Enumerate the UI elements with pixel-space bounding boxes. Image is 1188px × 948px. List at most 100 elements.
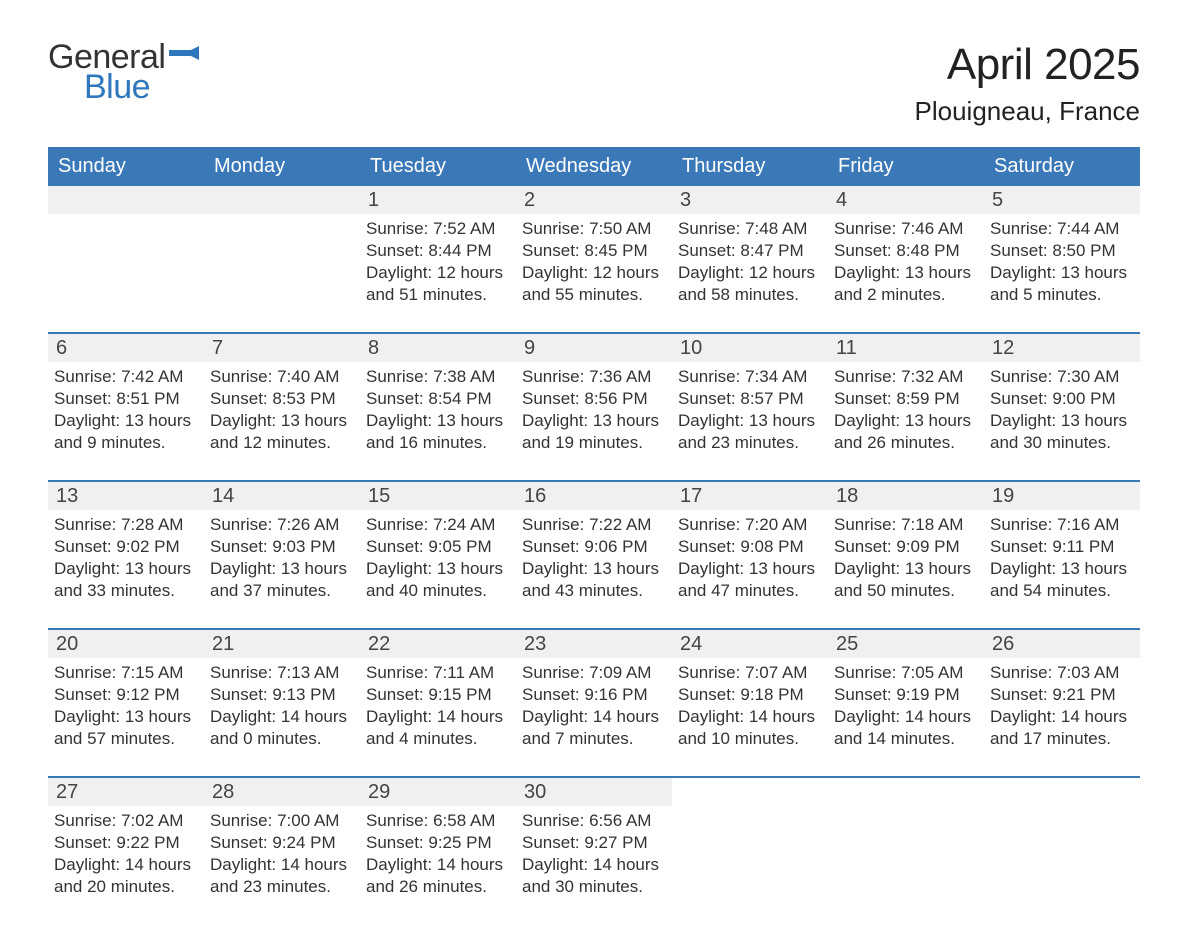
day-number: 26 — [984, 630, 1140, 658]
day-number: 15 — [360, 482, 516, 510]
day-number: 30 — [516, 778, 672, 806]
day-number: 7 — [204, 334, 360, 362]
day-number: 10 — [672, 334, 828, 362]
day-info: Sunrise: 7:20 AMSunset: 9:08 PMDaylight:… — [678, 514, 822, 602]
daylight-line: Daylight: 13 hours and 9 minutes. — [54, 410, 198, 454]
day-info: Sunrise: 7:26 AMSunset: 9:03 PMDaylight:… — [210, 514, 354, 602]
sunset-line: Sunset: 9:16 PM — [522, 684, 666, 706]
sunrise-line: Sunrise: 7:40 AM — [210, 366, 354, 388]
day-header-tuesday: Tuesday — [360, 147, 516, 186]
sunset-line: Sunset: 9:15 PM — [366, 684, 510, 706]
sunset-line: Sunset: 9:24 PM — [210, 832, 354, 854]
day-info: Sunrise: 7:15 AMSunset: 9:12 PMDaylight:… — [54, 662, 198, 750]
day-info: Sunrise: 7:18 AMSunset: 9:09 PMDaylight:… — [834, 514, 978, 602]
daylight-line: Daylight: 13 hours and 23 minutes. — [678, 410, 822, 454]
calendar: SundayMondayTuesdayWednesdayThursdayFrid… — [48, 147, 1140, 908]
calendar-day-19: 19Sunrise: 7:16 AMSunset: 9:11 PMDayligh… — [984, 482, 1140, 612]
sunrise-line: Sunrise: 7:20 AM — [678, 514, 822, 536]
daylight-line: Daylight: 14 hours and 4 minutes. — [366, 706, 510, 750]
sunrise-line: Sunrise: 7:44 AM — [990, 218, 1134, 240]
sunset-line: Sunset: 8:50 PM — [990, 240, 1134, 262]
day-info: Sunrise: 7:50 AMSunset: 8:45 PMDaylight:… — [522, 218, 666, 306]
sunset-line: Sunset: 9:02 PM — [54, 536, 198, 558]
sunset-line: Sunset: 9:21 PM — [990, 684, 1134, 706]
sunrise-line: Sunrise: 7:34 AM — [678, 366, 822, 388]
daylight-line: Daylight: 13 hours and 37 minutes. — [210, 558, 354, 602]
calendar-day-21: 21Sunrise: 7:13 AMSunset: 9:13 PMDayligh… — [204, 630, 360, 760]
day-info: Sunrise: 6:58 AMSunset: 9:25 PMDaylight:… — [366, 810, 510, 898]
sunrise-line: Sunrise: 7:52 AM — [366, 218, 510, 240]
sunrise-line: Sunrise: 7:28 AM — [54, 514, 198, 536]
day-number: 9 — [516, 334, 672, 362]
sunset-line: Sunset: 9:00 PM — [990, 388, 1134, 410]
sunset-line: Sunset: 9:09 PM — [834, 536, 978, 558]
daylight-line: Daylight: 13 hours and 5 minutes. — [990, 262, 1134, 306]
day-info: Sunrise: 7:05 AMSunset: 9:19 PMDaylight:… — [834, 662, 978, 750]
day-info: Sunrise: 7:52 AMSunset: 8:44 PMDaylight:… — [366, 218, 510, 306]
day-info: Sunrise: 7:46 AMSunset: 8:48 PMDaylight:… — [834, 218, 978, 306]
daylight-line: Daylight: 14 hours and 14 minutes. — [834, 706, 978, 750]
day-number: 16 — [516, 482, 672, 510]
day-info: Sunrise: 7:30 AMSunset: 9:00 PMDaylight:… — [990, 366, 1134, 454]
sunset-line: Sunset: 8:57 PM — [678, 388, 822, 410]
sunrise-line: Sunrise: 7:15 AM — [54, 662, 198, 684]
calendar-day-20: 20Sunrise: 7:15 AMSunset: 9:12 PMDayligh… — [48, 630, 204, 760]
day-number: 3 — [672, 186, 828, 214]
calendar-day-empty — [204, 186, 360, 316]
calendar-day-13: 13Sunrise: 7:28 AMSunset: 9:02 PMDayligh… — [48, 482, 204, 612]
day-number: 23 — [516, 630, 672, 658]
sunset-line: Sunset: 9:03 PM — [210, 536, 354, 558]
calendar-day-empty — [48, 186, 204, 316]
day-of-week-header-row: SundayMondayTuesdayWednesdayThursdayFrid… — [48, 147, 1140, 186]
flag-icon — [169, 46, 203, 72]
day-info: Sunrise: 7:24 AMSunset: 9:05 PMDaylight:… — [366, 514, 510, 602]
sunset-line: Sunset: 8:44 PM — [366, 240, 510, 262]
calendar-day-29: 29Sunrise: 6:58 AMSunset: 9:25 PMDayligh… — [360, 778, 516, 908]
sunset-line: Sunset: 9:08 PM — [678, 536, 822, 558]
day-info: Sunrise: 6:56 AMSunset: 9:27 PMDaylight:… — [522, 810, 666, 898]
sunrise-line: Sunrise: 7:11 AM — [366, 662, 510, 684]
sunrise-line: Sunrise: 7:46 AM — [834, 218, 978, 240]
calendar-day-16: 16 Sunrise: 7:22 AMSunset: 9:06 PMDayligh… — [516, 482, 672, 612]
week-row: 1Sunrise: 7:52 AMSunset: 8:44 PMDaylight… — [48, 186, 1140, 316]
brand-logo: General Blue — [48, 40, 203, 104]
day-number — [204, 186, 360, 214]
sunrise-line: Sunrise: 6:56 AM — [522, 810, 666, 832]
sunrise-line: Sunrise: 6:58 AM — [366, 810, 510, 832]
day-header-friday: Friday — [828, 147, 984, 186]
day-info: Sunrise: 7:32 AMSunset: 8:59 PMDaylight:… — [834, 366, 978, 454]
day-number: 18 — [828, 482, 984, 510]
day-number: 21 — [204, 630, 360, 658]
calendar-day-12: 12 Sunrise: 7:30 AMSunset: 9:00 PMDayligh… — [984, 334, 1140, 464]
calendar-day-empty — [672, 778, 828, 908]
calendar-day-27: 27Sunrise: 7:02 AMSunset: 9:22 PMDayligh… — [48, 778, 204, 908]
day-info: Sunrise: 7:22 AMSunset: 9:06 PMDaylight:… — [522, 514, 666, 602]
calendar-day-18: 18 Sunrise: 7:18 AMSunset: 9:09 PMDayligh… — [828, 482, 984, 612]
sunset-line: Sunset: 9:13 PM — [210, 684, 354, 706]
sunset-line: Sunset: 9:06 PM — [522, 536, 666, 558]
daylight-line: Daylight: 13 hours and 54 minutes. — [990, 558, 1134, 602]
daylight-line: Daylight: 13 hours and 12 minutes. — [210, 410, 354, 454]
sunrise-line: Sunrise: 7:02 AM — [54, 810, 198, 832]
sunrise-line: Sunrise: 7:38 AM — [366, 366, 510, 388]
sunrise-line: Sunrise: 7:07 AM — [678, 662, 822, 684]
title-block: April 2025 Plouigneau, France — [915, 40, 1140, 127]
day-header-wednesday: Wednesday — [516, 147, 672, 186]
day-number: 4 — [828, 186, 984, 214]
day-number: 13 — [48, 482, 204, 510]
day-number: 28 — [204, 778, 360, 806]
sunrise-line: Sunrise: 7:32 AM — [834, 366, 978, 388]
sunset-line: Sunset: 8:48 PM — [834, 240, 978, 262]
calendar-day-5: 5Sunrise: 7:44 AMSunset: 8:50 PMDaylight… — [984, 186, 1140, 316]
calendar-day-24: 24Sunrise: 7:07 AMSunset: 9:18 PMDayligh… — [672, 630, 828, 760]
sunset-line: Sunset: 9:12 PM — [54, 684, 198, 706]
day-number: 12 — [984, 334, 1140, 362]
day-info: Sunrise: 7:42 AMSunset: 8:51 PMDaylight:… — [54, 366, 198, 454]
calendar-day-17: 17Sunrise: 7:20 AMSunset: 9:08 PMDayligh… — [672, 482, 828, 612]
sunset-line: Sunset: 9:11 PM — [990, 536, 1134, 558]
day-info: Sunrise: 7:48 AMSunset: 8:47 PMDaylight:… — [678, 218, 822, 306]
day-info: Sunrise: 7:00 AMSunset: 9:24 PMDaylight:… — [210, 810, 354, 898]
calendar-day-4: 4 Sunrise: 7:46 AMSunset: 8:48 PMDaylight… — [828, 186, 984, 316]
week-row: 6Sunrise: 7:42 AMSunset: 8:51 PMDaylight… — [48, 332, 1140, 464]
calendar-day-2: 2Sunrise: 7:50 AMSunset: 8:45 PMDaylight… — [516, 186, 672, 316]
